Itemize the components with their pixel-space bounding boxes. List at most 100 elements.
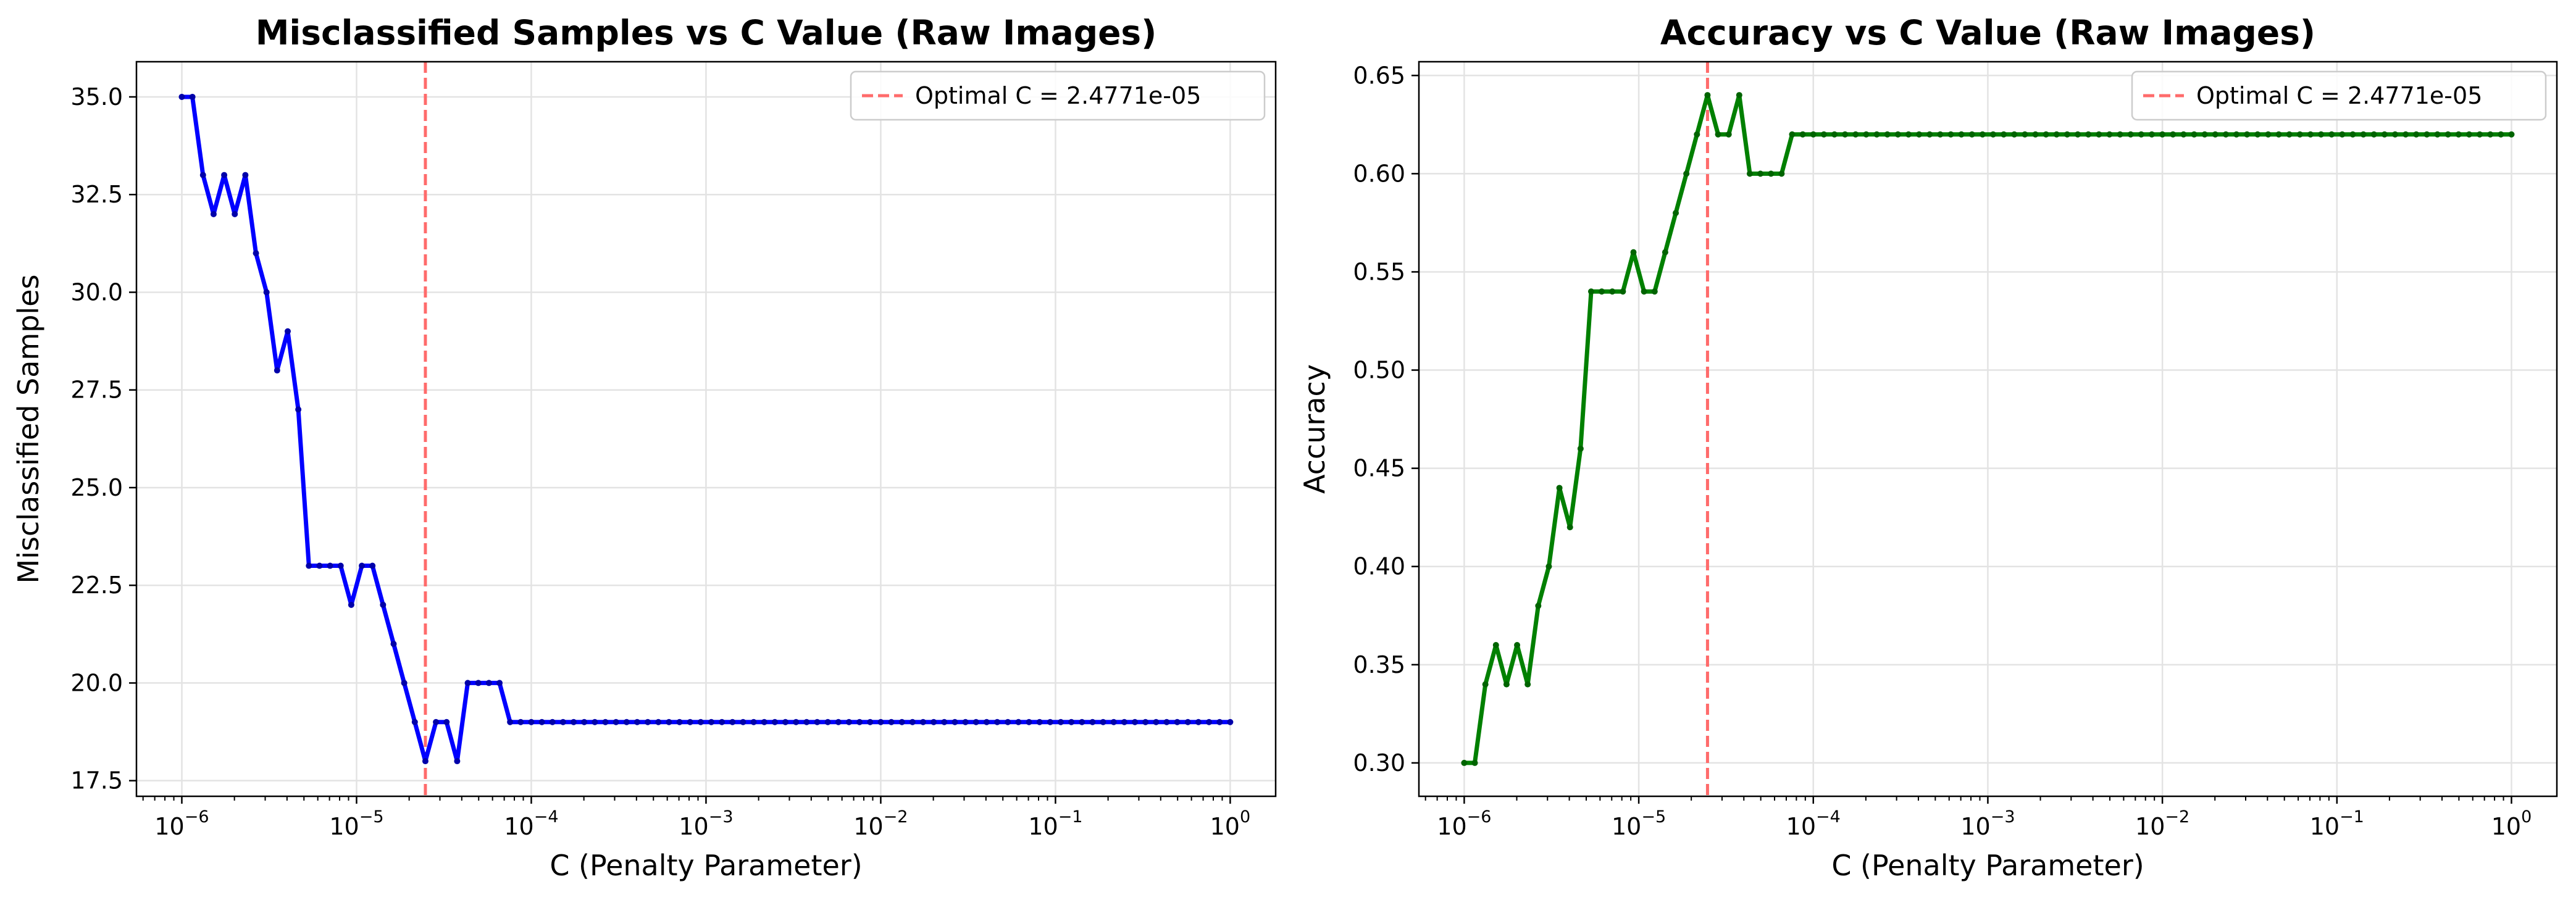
- data-point: [2022, 131, 2028, 138]
- x-tick-exponent: −5: [1641, 807, 1666, 827]
- data-point: [1937, 131, 1944, 138]
- data-point: [697, 719, 704, 725]
- x-tick-label: 10−6: [154, 807, 209, 840]
- data-point: [1651, 288, 1658, 295]
- data-point: [793, 719, 800, 725]
- data-point: [920, 719, 927, 725]
- data-point: [1079, 719, 1085, 725]
- data-point: [1704, 92, 1711, 99]
- data-point: [189, 93, 196, 100]
- x-tick-label: 10−3: [679, 807, 733, 840]
- data-point: [2318, 131, 2325, 138]
- data-point: [708, 719, 715, 725]
- y-tick-label: 0.45: [1353, 455, 1405, 482]
- data-point: [2402, 131, 2409, 138]
- data-point: [2487, 131, 2494, 138]
- data-point: [327, 562, 333, 569]
- data-point: [464, 680, 471, 686]
- data-point: [1514, 642, 1521, 648]
- data-point: [401, 680, 408, 686]
- data-point: [2349, 131, 2356, 138]
- x-tick-label: 10−4: [504, 807, 558, 840]
- data-point: [390, 641, 397, 648]
- data-point: [2392, 131, 2399, 138]
- data-point: [1482, 681, 1489, 688]
- data-point: [2360, 131, 2367, 138]
- x-tick-exponent: −5: [359, 807, 384, 827]
- data-point: [1958, 131, 1965, 138]
- data-point: [1195, 719, 1202, 725]
- data-point: [2138, 131, 2144, 138]
- legend-label: Optimal C = 2.4771e-05: [2196, 82, 2482, 109]
- data-point: [1641, 288, 1647, 295]
- x-tick-exponent: 0: [1240, 807, 1250, 827]
- data-point: [337, 562, 344, 569]
- y-tick-label: 22.5: [70, 572, 123, 599]
- data-point: [2106, 131, 2113, 138]
- x-tick-base: 10: [329, 813, 359, 840]
- data-point: [210, 210, 217, 217]
- data-point: [1566, 524, 1573, 531]
- data-point: [1831, 131, 1838, 138]
- y-tick-label: 0.60: [1353, 160, 1405, 187]
- x-tick-base: 10: [154, 813, 184, 840]
- data-point: [2413, 131, 2420, 138]
- data-point: [634, 719, 640, 725]
- data-point: [2434, 131, 2441, 138]
- data-point: [962, 719, 969, 725]
- chart-panel-1: 10−6 10−5 10−4 10−3 10−2 10−1 1000.300.350.400…: [1298, 13, 2558, 882]
- data-point: [2180, 131, 2187, 138]
- data-point: [867, 719, 874, 725]
- data-point: [1545, 563, 1552, 570]
- data-point: [2191, 131, 2198, 138]
- y-tick-label: 20.0: [70, 669, 123, 696]
- data-point: [750, 719, 757, 725]
- data-point: [475, 680, 482, 686]
- data-point: [359, 562, 366, 569]
- y-tick-label: 17.5: [70, 767, 123, 794]
- data-point: [972, 719, 979, 725]
- data-point: [2244, 131, 2251, 138]
- data-point: [1725, 131, 1732, 138]
- data-point: [549, 719, 556, 725]
- y-tick-label: 25.0: [70, 474, 123, 501]
- data-point: [1842, 131, 1849, 138]
- data-point: [1110, 719, 1117, 725]
- data-point: [253, 250, 259, 257]
- data-point: [1005, 719, 1011, 725]
- x-tick-exponent: −3: [709, 807, 734, 827]
- data-point: [2032, 131, 2039, 138]
- data-point: [1121, 719, 1127, 725]
- data-point: [2201, 131, 2208, 138]
- data-point: [2233, 131, 2240, 138]
- x-tick-base: 10: [1210, 813, 1240, 840]
- data-point: [1461, 759, 1468, 766]
- data-point: [1524, 681, 1531, 688]
- x-tick-exponent: −1: [2340, 807, 2364, 827]
- data-point: [845, 719, 852, 725]
- data-point: [1673, 210, 1679, 216]
- x-tick-exponent: −3: [1991, 807, 2015, 827]
- data-point: [2212, 131, 2218, 138]
- x-tick-label: 100: [1210, 807, 1251, 840]
- data-point: [888, 719, 895, 725]
- data-point: [1535, 602, 1542, 609]
- data-point: [1184, 719, 1191, 725]
- data-point: [1820, 131, 1827, 138]
- data-point: [422, 758, 429, 765]
- data-point: [856, 719, 863, 725]
- data-point: [1694, 131, 1700, 138]
- data-point: [1057, 719, 1064, 725]
- data-point: [1799, 131, 1806, 138]
- data-point: [2465, 131, 2472, 138]
- data-point: [581, 719, 588, 725]
- data-point: [1153, 719, 1160, 725]
- x-tick-label: 10−2: [853, 807, 908, 840]
- y-axis-label: Misclassified Samples: [12, 275, 45, 584]
- x-tick-base: 10: [1437, 813, 1466, 840]
- data-point: [1810, 131, 1817, 138]
- x-tick-label: 10−1: [1028, 807, 1082, 840]
- data-point: [824, 719, 831, 725]
- data-point: [1757, 170, 1764, 177]
